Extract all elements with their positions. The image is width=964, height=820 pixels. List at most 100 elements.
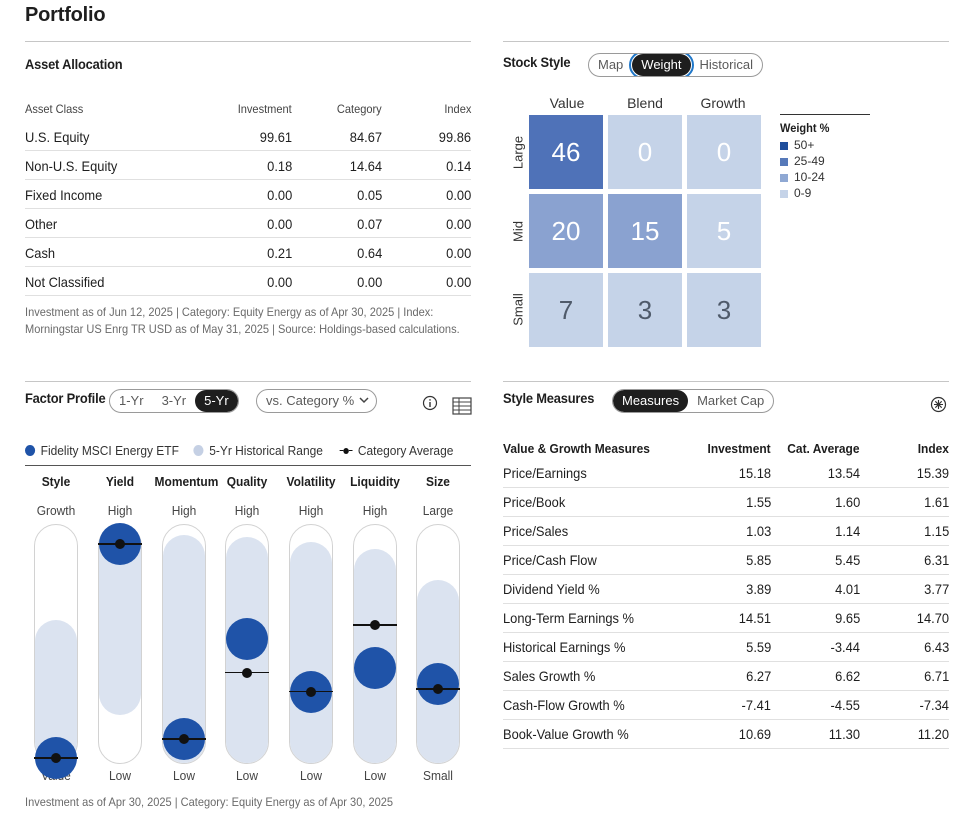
cell-value: 3.89 <box>746 581 771 597</box>
factor-bottom-label: Low <box>155 768 214 783</box>
cell-value: 1.15 <box>924 523 949 539</box>
tab-weight[interactable]: Weight <box>632 54 690 76</box>
style-cell-large-value: 46 <box>529 115 603 189</box>
cell-value: 6.31 <box>924 552 949 568</box>
style-col-growth: Growth <box>685 95 761 111</box>
row-label: Price/Cash Flow <box>503 552 597 568</box>
style-col-blend: Blend <box>607 95 683 111</box>
tab-map[interactable]: Map <box>589 54 632 76</box>
style-cell-large-growth: 0 <box>687 115 761 189</box>
style-measures-title: Style Measures <box>503 390 594 406</box>
row-label: Historical Earnings % <box>503 639 625 655</box>
legend-swatch <box>780 142 788 150</box>
cell-value: 5.45 <box>835 552 860 568</box>
cell-value: -7.34 <box>920 697 949 713</box>
table-row: Book-Value Growth % 10.69 11.30 11.20 <box>503 720 949 749</box>
legend-swatch <box>780 158 788 166</box>
factor-fund-marker <box>226 618 268 660</box>
legend-swatch <box>780 174 788 182</box>
factor-top-label: High <box>282 503 341 518</box>
style-row-mid: Mid <box>511 210 526 254</box>
factor-track <box>34 524 78 764</box>
legend-item: 50+ <box>780 137 870 153</box>
style-measures-tabs: Measures Market Cap <box>612 389 774 413</box>
factor-historical-range <box>290 542 332 763</box>
table-row: Long-Term Earnings % 14.51 9.65 14.70 <box>503 604 949 633</box>
cell-value: 15.39 <box>917 465 949 481</box>
factor-name: Liquidity <box>346 474 405 489</box>
weight-legend: Weight % 50+ 25-49 10-24 0-9 <box>780 114 870 201</box>
row-label: Book-Value Growth % <box>503 726 629 742</box>
legend-title: Weight % <box>780 121 863 135</box>
row-label: Cash-Flow Growth % <box>503 697 625 713</box>
cell-value: 1.14 <box>835 523 860 539</box>
style-cell-small-growth: 3 <box>687 273 761 347</box>
legend-item: 10-24 <box>780 169 870 185</box>
cell-value: -7.41 <box>742 697 771 713</box>
tab-historical[interactable]: Historical <box>691 54 762 76</box>
style-cell-large-blend: 0 <box>608 115 682 189</box>
table-row: Price/Book 1.55 1.60 1.61 <box>503 488 949 517</box>
factor-footnote: Investment as of Apr 30, 2025 | Category… <box>25 794 393 811</box>
tab-market-cap[interactable]: Market Cap <box>688 390 773 412</box>
cell-value: 11.30 <box>829 726 860 742</box>
legend-swatch <box>780 190 788 198</box>
style-row-large: Large <box>511 131 526 175</box>
row-label: Price/Book <box>503 494 565 510</box>
row-label: Price/Sales <box>503 523 568 539</box>
factor-top-label: High <box>91 503 150 518</box>
table-row: Price/Earnings 15.18 13.54 15.39 <box>503 459 949 488</box>
legend-item: 25-49 <box>780 153 870 169</box>
table-row: Dividend Yield % 3.89 4.01 3.77 <box>503 575 949 604</box>
style-cell-mid-growth: 5 <box>687 194 761 268</box>
cell-value: 14.70 <box>917 610 949 626</box>
table-row: Sales Growth % 6.27 6.62 6.71 <box>503 662 949 691</box>
cell-value: 6.27 <box>746 668 771 684</box>
factor-track <box>416 524 460 764</box>
factor-bottom-label: Low <box>282 768 341 783</box>
cell-value: 1.03 <box>746 523 771 539</box>
cell-value: -4.55 <box>831 697 860 713</box>
cell-value: 1.61 <box>924 494 949 510</box>
cell-value: 9.65 <box>835 610 860 626</box>
row-label: Long-Term Earnings % <box>503 610 634 626</box>
cell-value: 6.43 <box>924 639 949 655</box>
factor-bottom-label: Small <box>409 768 468 783</box>
factor-name: Yield <box>91 474 150 489</box>
factor-name: Momentum <box>155 474 214 489</box>
cell-value: 5.59 <box>746 639 771 655</box>
cell-value: -3.44 <box>831 639 860 655</box>
table-row: Price/Cash Flow 5.85 5.45 6.31 <box>503 546 949 575</box>
factor-top-label: High <box>346 503 405 518</box>
divider <box>503 41 949 42</box>
row-label: Price/Earnings <box>503 465 587 481</box>
column-header: Investment <box>708 441 771 456</box>
factor-name: Size <box>409 474 468 489</box>
stock-style-tabs: Map Weight Historical <box>588 53 763 77</box>
cell-value: 14.51 <box>739 610 771 626</box>
cell-value: 15.18 <box>739 465 771 481</box>
legend-label: 10-24 <box>794 170 825 184</box>
factor-bottom-label: Low <box>91 768 150 783</box>
cell-value: 10.69 <box>739 726 771 742</box>
factor-category-marker <box>306 687 316 697</box>
legend-label: 50+ <box>794 138 814 152</box>
factor-category-marker <box>242 668 252 678</box>
factor-top-label: High <box>155 503 214 518</box>
row-label: Dividend Yield % <box>503 581 600 597</box>
settings-icon[interactable] <box>930 396 947 413</box>
cell-value: 3.77 <box>924 581 949 597</box>
factor-category-marker <box>115 539 125 549</box>
cell-value: 6.71 <box>924 668 949 684</box>
style-cell-small-blend: 3 <box>608 273 682 347</box>
legend-label: 25-49 <box>794 154 825 168</box>
tab-measures[interactable]: Measures <box>613 390 688 412</box>
cell-value: 6.62 <box>835 668 860 684</box>
factor-name: Volatility <box>282 474 341 489</box>
table-row: Price/Sales 1.03 1.14 1.15 <box>503 517 949 546</box>
cell-value: 5.85 <box>746 552 771 568</box>
legend-item: 0-9 <box>780 185 870 201</box>
cell-value: 13.54 <box>828 465 860 481</box>
factor-track <box>289 524 333 764</box>
factor-top-label: High <box>218 503 277 518</box>
